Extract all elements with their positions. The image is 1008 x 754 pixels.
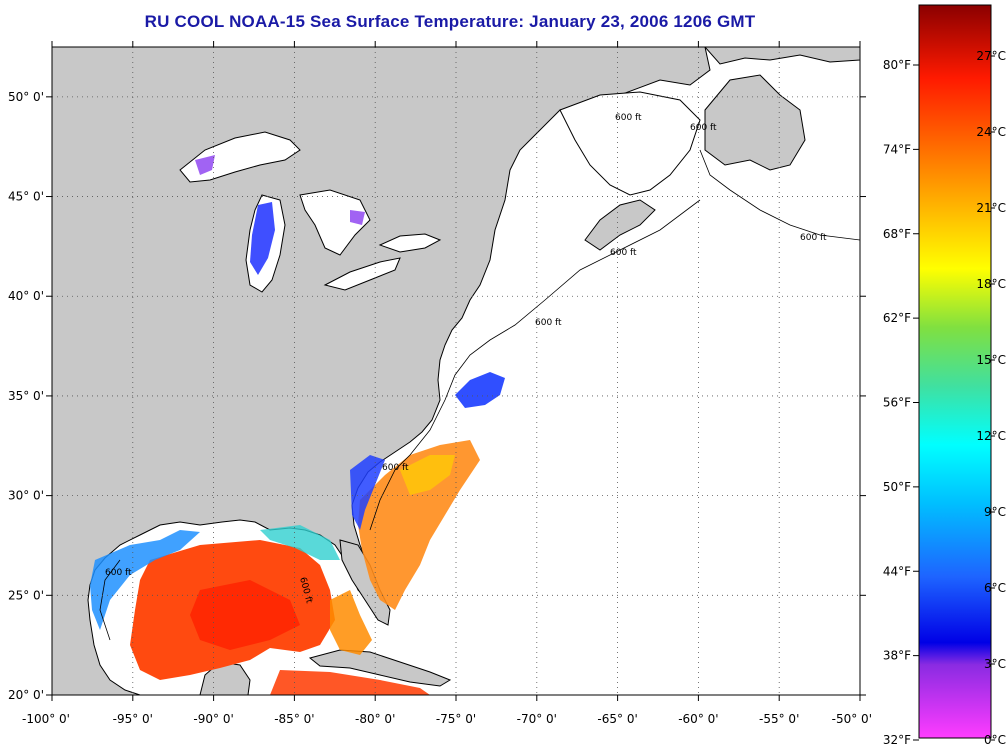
- colorbar-c-label: 18°C: [976, 277, 1006, 291]
- contour-label: 600 ft: [105, 568, 132, 578]
- lat-label: 45° 0': [8, 190, 44, 204]
- lake-huron: [299, 189, 371, 256]
- lon-label: -50° 0': [832, 712, 872, 726]
- lon-label: -60° 0': [678, 712, 718, 726]
- colorbar-c-label: 12°C: [976, 429, 1006, 443]
- contour-label: 600 ft: [690, 123, 717, 133]
- latitude-axis: 50° 0' 45° 0' 40° 0' 35° 0' 30° 0' 25° 0' 20° …: [8, 90, 866, 702]
- sst-caribbean: [270, 670, 430, 695]
- sst-lake-huron: [350, 210, 365, 225]
- lat-label: 40° 0': [8, 289, 44, 303]
- lon-label: -90° 0': [193, 712, 233, 726]
- gulf-st-lawrence: [559, 91, 701, 196]
- figure-title: RU COOL NOAA-15 Sea Surface Temperature:…: [144, 12, 756, 31]
- colorbar-f-label: 74°F: [883, 142, 911, 156]
- lon-label: -65° 0': [597, 712, 637, 726]
- colorbar-f-label: 38°F: [883, 649, 911, 663]
- colorbar-c-label: 3°C: [984, 657, 1006, 671]
- sst-lake-michigan: [250, 202, 275, 275]
- colorbar-c-label: 15°C: [976, 353, 1006, 367]
- sst-gulf-orange: [330, 590, 372, 655]
- land-cuba: [308, 649, 452, 687]
- colorbar-f-label: 56°F: [883, 396, 911, 410]
- lon-label: -80° 0': [355, 712, 395, 726]
- lon-label: -95° 0': [113, 712, 153, 726]
- colorbar-f-label: 62°F: [883, 311, 911, 325]
- colorbar-c-label: 9°C: [984, 505, 1006, 519]
- contour-label: 600 ft: [610, 248, 637, 258]
- colorbar-f-label: 32°F: [883, 733, 911, 747]
- colorbar-c-label: 21°C: [976, 201, 1006, 215]
- sst-mid-atlantic-blue: [455, 372, 505, 408]
- colorbar-f-label: 68°F: [883, 227, 911, 241]
- contour-label: 600 ft: [535, 318, 562, 328]
- lat-label: 25° 0': [8, 588, 44, 602]
- colorbar-c-label: 0°C: [984, 733, 1006, 747]
- sst-lake-superior: [195, 155, 215, 175]
- colorbar-c-label: 27°C: [976, 49, 1006, 63]
- lake-erie: [323, 257, 401, 291]
- lon-label: -55° 0': [759, 712, 799, 726]
- lon-label: -100° 0': [22, 712, 70, 726]
- colorbar-c-label: 6°C: [984, 581, 1006, 595]
- longitude-axis: -100° 0' -95° 0' -90° 0' -85° 0' -80° 0' -75°…: [22, 41, 872, 726]
- sst-gulf-stream-yellow: [400, 455, 455, 495]
- land-newfoundland: [704, 74, 806, 171]
- colorbar-f-label: 50°F: [883, 480, 911, 494]
- colorbar-fahrenheit-labels: 80°F 74°F 68°F 62°F 56°F 50°F 44°F 38°F 32°F: [883, 58, 911, 747]
- colorbar-c-label: 24°C: [976, 125, 1006, 139]
- colorbar-ticks: [913, 55, 995, 741]
- lon-label: -85° 0': [274, 712, 314, 726]
- land-yucatan: [199, 661, 251, 695]
- map-gridlines: [52, 47, 860, 695]
- sst-gulf-coastal-cool: [90, 530, 200, 630]
- land-nova-scotia: [584, 199, 656, 251]
- colorbar-f-label: 80°F: [883, 58, 911, 72]
- lat-label: 50° 0': [8, 90, 44, 104]
- colorbar-celsius-labels: 27°C 24°C 21°C 18°C 15°C 12°C 9°C 6°C 3°C 0°C: [976, 49, 1006, 747]
- lon-label: -75° 0': [436, 712, 476, 726]
- contour-label: 600 ft: [800, 233, 827, 243]
- land-labrador: [704, 47, 860, 65]
- lake-ontario: [378, 233, 442, 253]
- lat-label: 30° 0': [8, 489, 44, 503]
- contour-label: 600 ft: [382, 463, 409, 473]
- sst-shelf-cool: [350, 455, 385, 530]
- colorbar-f-label: 44°F: [883, 564, 911, 578]
- lon-label: -70° 0': [517, 712, 557, 726]
- colorbar: [918, 4, 992, 739]
- contour-label: 600 ft: [615, 113, 642, 123]
- lat-label: 20° 0': [8, 688, 44, 702]
- lat-label: 35° 0': [8, 389, 44, 403]
- sst-gulf-cyan: [260, 525, 340, 560]
- sst-gulf-hot: [190, 580, 300, 650]
